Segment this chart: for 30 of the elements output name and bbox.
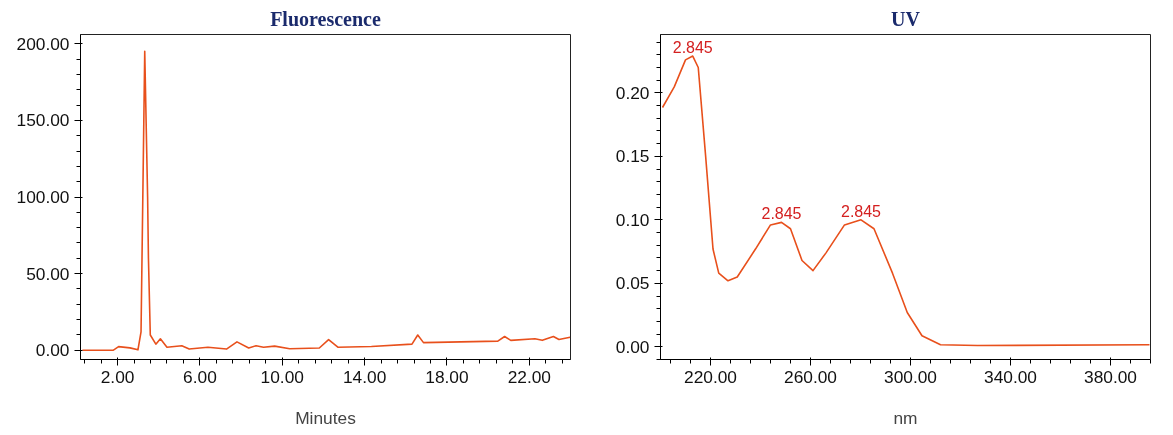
chart-title: Fluorescence — [270, 7, 381, 30]
y-tick-label: 0.00 — [35, 340, 70, 361]
line-series — [81, 50, 571, 352]
y-tick-label: 0.00 — [615, 336, 650, 357]
annotation: 2.845 — [840, 202, 882, 220]
x-tick-label: 2.00 — [100, 366, 135, 387]
x-tick-label: 22.00 — [507, 366, 552, 387]
y-tick-label: 0.20 — [615, 82, 650, 103]
y-tick-label: 0.10 — [615, 209, 650, 230]
x-tick-label: 10.00 — [260, 366, 304, 387]
x-tick-label: 220.00 — [684, 366, 737, 387]
y-tick-label: 200.00 — [16, 33, 70, 54]
x-tick-label: 380.00 — [1084, 366, 1137, 387]
x-tick-label: 14.00 — [342, 366, 387, 387]
x-axis-title: Minutes — [295, 407, 357, 428]
x-tick-label: 6.00 — [183, 366, 217, 387]
y-tick-label: 150.00 — [16, 110, 70, 131]
y-tick-label: 0.15 — [615, 146, 650, 167]
x-axis-title: nm — [893, 407, 918, 428]
annotation: 2.845 — [672, 39, 713, 57]
y-tick-label: 0.05 — [615, 273, 650, 294]
annotation: 2.845 — [761, 205, 802, 223]
chart-title: UV — [891, 7, 921, 30]
x-tick-label: 260.00 — [784, 366, 837, 387]
y-tick-label: 100.00 — [16, 187, 70, 207]
y-tick-label: 50.00 — [26, 263, 70, 284]
line-series — [661, 55, 1151, 347]
x-tick-label: 18.00 — [425, 366, 469, 387]
x-tick-label: 340.00 — [984, 366, 1037, 387]
x-tick-label: 300.00 — [884, 366, 937, 387]
